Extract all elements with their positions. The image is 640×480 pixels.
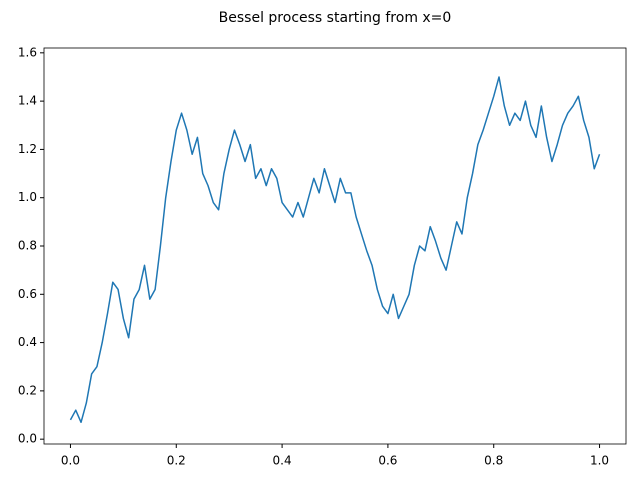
y-tick-label: 1.0 (18, 190, 37, 204)
data-line (69, 76, 601, 424)
plot-frame (43, 47, 627, 445)
y-tick-label: 1.4 (18, 94, 37, 108)
y-tick-label: 0.4 (18, 335, 37, 349)
x-tick-label: 0.2 (167, 454, 186, 468)
x-tick-label: 0.0 (61, 454, 80, 468)
x-tick-label: 0.8 (484, 454, 503, 468)
x-tick-label: 0.6 (378, 454, 397, 468)
x-tick-label: 1.0 (590, 454, 609, 468)
y-tick-label: 0.6 (18, 287, 37, 301)
y-tick-label: 0.8 (18, 239, 37, 253)
y-tick-label: 0.2 (18, 383, 37, 397)
y-tick-label: 0.0 (18, 432, 37, 446)
y-tick-label: 1.6 (18, 45, 37, 59)
chart-title: Bessel process starting from x=0 (219, 10, 452, 26)
y-tick-label: 1.2 (18, 142, 37, 156)
x-tick-label: 0.4 (273, 454, 292, 468)
